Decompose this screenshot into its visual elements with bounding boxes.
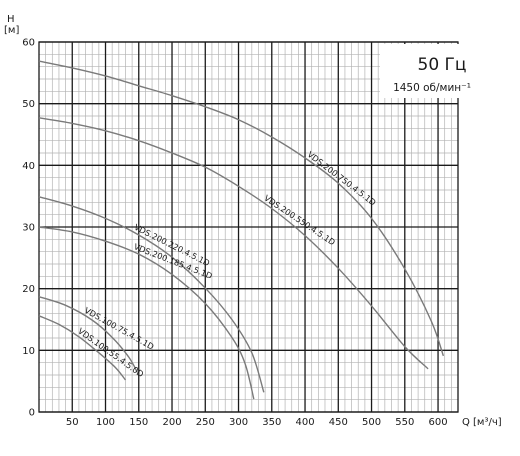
y-tick-label: 0 bbox=[29, 408, 35, 419]
y-axis-symbol: H bbox=[7, 14, 15, 25]
chart-title: 50 Гц bbox=[418, 55, 467, 75]
series-line-4 bbox=[38, 117, 429, 370]
x-tick-label: 450 bbox=[329, 417, 348, 428]
series-line-3 bbox=[38, 196, 265, 393]
x-tick-label: 400 bbox=[295, 417, 314, 428]
series-line-0 bbox=[38, 315, 127, 381]
x-axis-unit: [м³/ч] bbox=[473, 417, 502, 428]
series-label-5: VDS.200.750.4.5.1D bbox=[306, 149, 378, 207]
series-line-1 bbox=[38, 296, 139, 373]
y-tick-label: 10 bbox=[22, 346, 35, 357]
x-tick-label: 200 bbox=[162, 417, 181, 428]
y-axis-unit: [м] bbox=[4, 25, 19, 36]
grid bbox=[38, 41, 459, 413]
x-tick-label: 50 bbox=[66, 417, 79, 428]
y-axis-label: H [м] bbox=[4, 14, 19, 36]
legend-box-bg bbox=[380, 44, 482, 98]
x-axis-symbol: Q bbox=[462, 417, 470, 428]
curves bbox=[38, 60, 445, 400]
x-tick-label: 600 bbox=[429, 417, 448, 428]
y-tick-label: 60 bbox=[22, 38, 35, 49]
y-tick-label: 50 bbox=[22, 99, 35, 110]
tick-labels: 50 100 150 200 250 300 350 400 450 500 550 600 0 10 20… bbox=[22, 38, 447, 429]
x-tick-label: 300 bbox=[229, 417, 248, 428]
x-tick-label: 350 bbox=[262, 417, 281, 428]
y-tick-label: 40 bbox=[22, 161, 35, 172]
x-tick-label: 500 bbox=[362, 417, 381, 428]
x-tick-label: 100 bbox=[96, 417, 115, 428]
x-axis-label: Q [м³/ч] bbox=[462, 417, 502, 428]
y-tick-label: 20 bbox=[22, 284, 35, 295]
x-tick-label: 150 bbox=[129, 417, 148, 428]
series-line-2 bbox=[38, 226, 255, 400]
x-tick-label: 550 bbox=[395, 417, 414, 428]
x-tick-label: 250 bbox=[196, 417, 215, 428]
chart-subtitle: 1450 об/мин⁻¹ bbox=[393, 82, 471, 94]
legend-box: 50 Гц 1450 об/мин⁻¹ bbox=[380, 44, 482, 98]
y-tick-label: 30 bbox=[22, 223, 35, 234]
series-line-5 bbox=[38, 60, 445, 357]
